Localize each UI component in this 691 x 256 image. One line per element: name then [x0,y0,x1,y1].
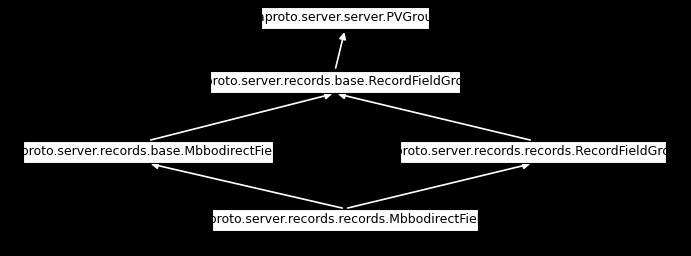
Text: caproto.server.records.records.MbbodirectFields: caproto.server.records.records.Mbbodirec… [195,214,495,227]
Bar [23,141,273,163]
Bar [261,7,429,29]
Bar [400,141,666,163]
Text: caproto.server.records.base.MbbodirectFields: caproto.server.records.base.MbbodirectFi… [6,145,290,158]
Text: caproto.server.server.PVGroup: caproto.server.server.PVGroup [250,12,440,25]
Bar [212,209,478,231]
Bar [210,71,460,93]
Text: caproto.server.records.base.RecordFieldGroup: caproto.server.records.base.RecordFieldG… [191,76,480,89]
Text: caproto.server.records.records.RecordFieldGroup: caproto.server.records.records.RecordFie… [380,145,685,158]
